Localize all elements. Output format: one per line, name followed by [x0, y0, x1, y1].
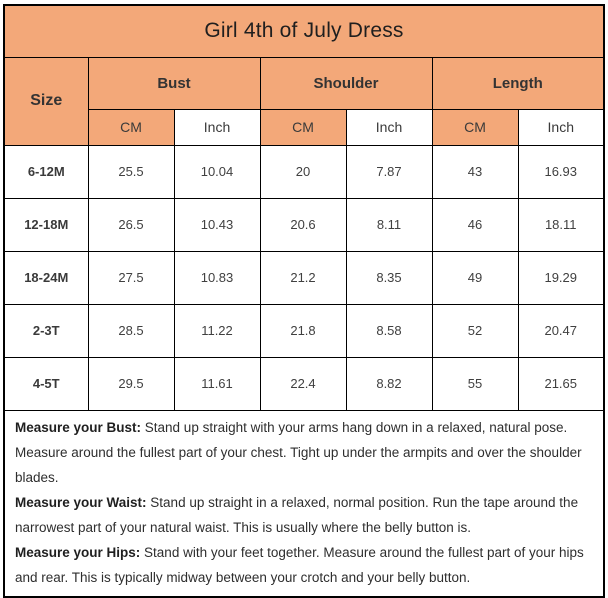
unit-header-row: CM Inch CM Inch CM Inch	[4, 108, 605, 146]
size-chart-table: Girl 4th of July Dress Size Bust Shoulde…	[3, 4, 605, 598]
measurement-cell: 21.2	[259, 250, 347, 305]
table-row: 12-18M 26.5 10.43 20.6 8.11 46 18.11	[3, 197, 605, 252]
measurement-cell: 46	[431, 197, 519, 252]
measurement-cell: 8.82	[345, 356, 433, 411]
size-cell: 18-24M	[3, 250, 89, 305]
size-cell: 4-5T	[3, 356, 89, 411]
unit-header-length-cm: CM	[431, 108, 519, 146]
measurement-cell: 49	[431, 250, 519, 305]
group-header-row: Size Bust Shoulder Length	[3, 56, 605, 146]
table-row: 18-24M 27.5 10.83 21.2 8.35 49 19.29	[3, 250, 605, 305]
col-group-bust: Bust	[87, 56, 261, 110]
measurement-cell: 10.04	[173, 144, 261, 199]
measurement-cell: 18.11	[517, 197, 605, 252]
table-row: 2-3T 28.5 11.22 21.8 8.58 52 20.47	[3, 303, 605, 358]
measurement-cell: 21.8	[259, 303, 347, 358]
page-title: Girl 4th of July Dress	[3, 4, 605, 58]
note-label: Measure your Waist:	[15, 494, 147, 510]
measurement-cell: 21.65	[517, 356, 605, 411]
unit-header-bust-cm: CM	[87, 108, 175, 146]
unit-header-shoulder-inch: Inch	[345, 108, 433, 146]
measurement-cell: 28.5	[87, 303, 175, 358]
measurement-cell: 29.5	[87, 356, 175, 411]
size-cell: 6-12M	[3, 144, 89, 199]
col-header-size: Size	[3, 56, 89, 146]
note-label: Measure your Hips:	[15, 544, 141, 560]
measurement-note-waist: Measure your Waist: Stand up straight in…	[15, 490, 593, 540]
unit-header-shoulder-cm: CM	[259, 108, 347, 146]
measurement-cell: 8.35	[345, 250, 433, 305]
measurement-cell: 11.22	[173, 303, 261, 358]
measurement-cell: 8.11	[345, 197, 433, 252]
measurement-cell: 10.43	[173, 197, 261, 252]
measurement-cell: 43	[431, 144, 519, 199]
measurement-cell: 55	[431, 356, 519, 411]
measurement-cell: 52	[431, 303, 519, 358]
measurement-cell: 11.61	[173, 356, 261, 411]
size-cell: 2-3T	[3, 303, 89, 358]
size-chart: Girl 4th of July Dress Size Bust Shoulde…	[3, 4, 605, 598]
measurement-cell: 10.83	[173, 250, 261, 305]
size-cell: 12-18M	[3, 197, 89, 252]
note-label: Measure your Bust:	[15, 419, 142, 435]
measurement-cell: 19.29	[517, 250, 605, 305]
unit-header-length-inch: Inch	[517, 108, 605, 146]
measurement-cell: 20.47	[517, 303, 605, 358]
notes-row: Measure your Bust: Stand up straight wit…	[3, 409, 605, 597]
measurement-cell: 16.93	[517, 144, 605, 199]
note-text: Stand up straight with your arms hang do…	[15, 419, 582, 485]
measurement-cell: 25.5	[87, 144, 175, 199]
measurement-cell: 20.6	[259, 197, 347, 252]
measurement-notes: Measure your Bust: Stand up straight wit…	[3, 409, 605, 597]
measurement-cell: 27.5	[87, 250, 175, 305]
unit-header-bust-inch: Inch	[173, 108, 261, 146]
measurement-note-hips: Measure your Hips: Stand with your feet …	[15, 540, 593, 590]
measurement-cell: 20	[259, 144, 347, 199]
table-row: 4-5T 29.5 11.61 22.4 8.82 55 21.65	[3, 356, 605, 411]
col-group-length: Length	[431, 56, 605, 110]
title-row: Girl 4th of July Dress	[3, 4, 605, 58]
note-text: Stand up straight in a relaxed, normal p…	[15, 494, 579, 535]
measurement-cell: 7.87	[345, 144, 433, 199]
measurement-cell: 8.58	[345, 303, 433, 358]
measurement-cell: 22.4	[259, 356, 347, 411]
col-group-shoulder: Shoulder	[259, 56, 433, 110]
table-row: 6-12M 25.5 10.04 20 7.87 43 16.93	[3, 144, 605, 199]
measurement-note-bust: Measure your Bust: Stand up straight wit…	[15, 415, 593, 490]
measurement-cell: 26.5	[87, 197, 175, 252]
